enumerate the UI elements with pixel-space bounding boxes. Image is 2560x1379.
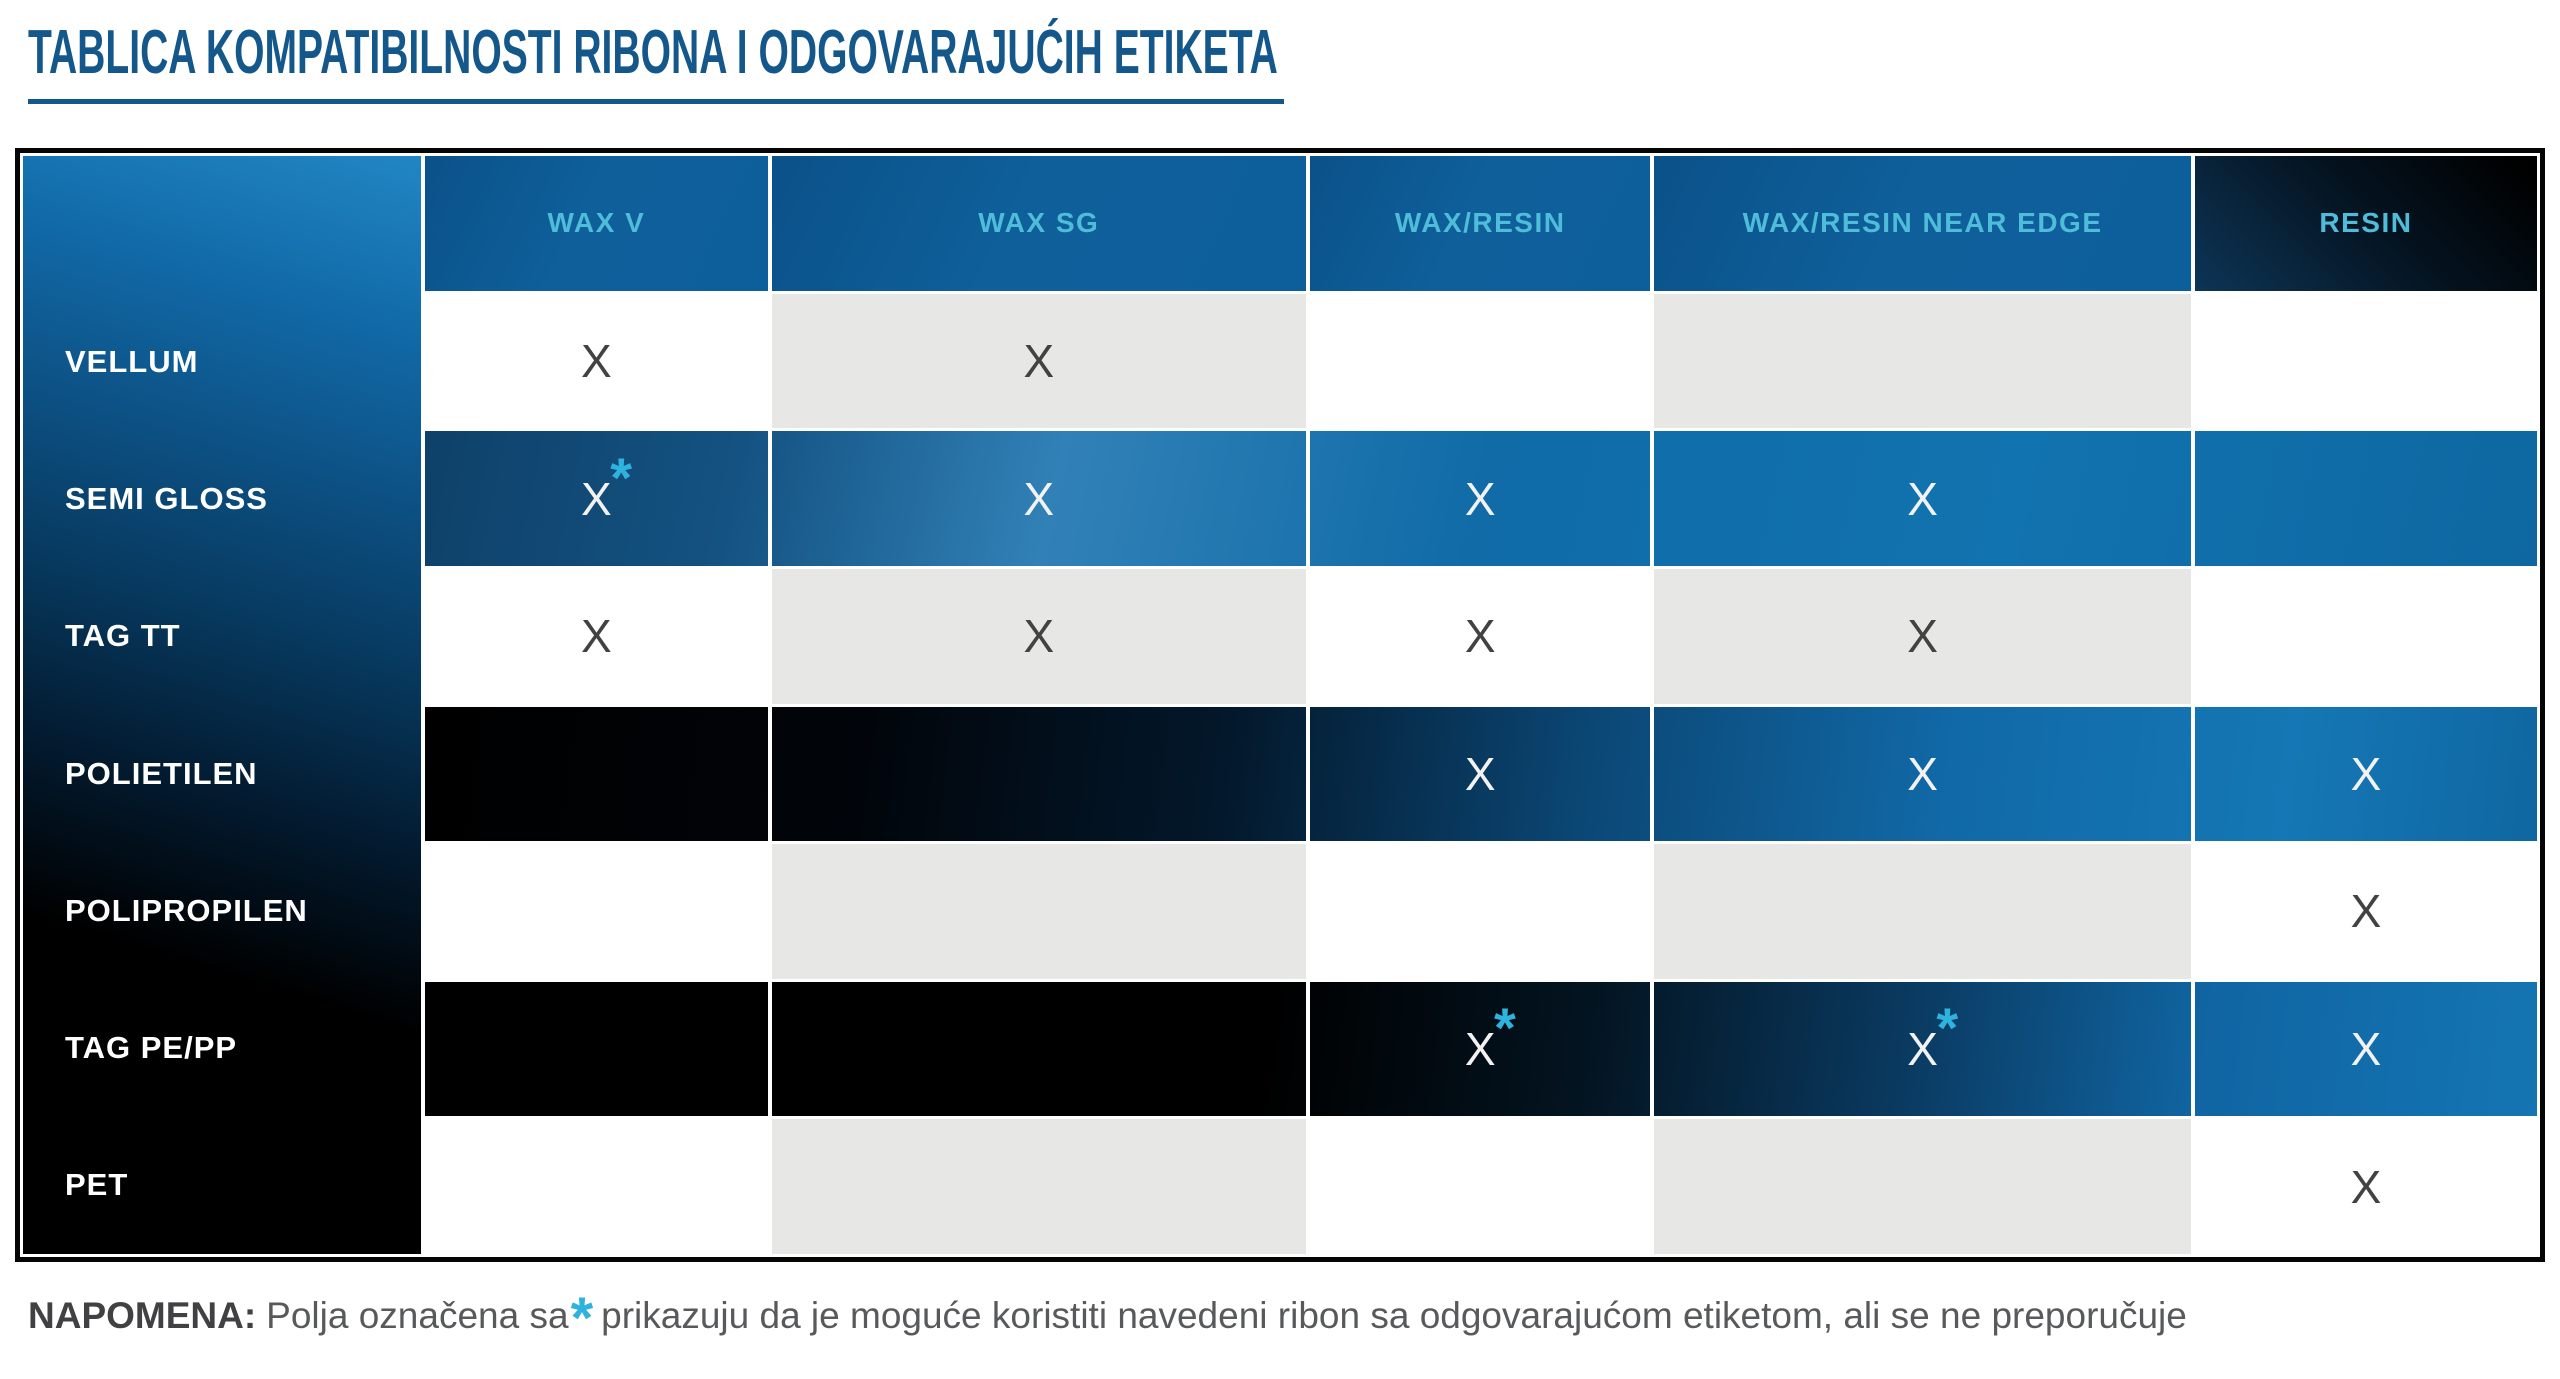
table-body: WAX V WAX SG WAX/RESIN WAX/RESIN NEAR EDGE R… [425, 156, 2537, 1254]
cell-pet-wax-resin-near-edge [1654, 1119, 2195, 1254]
cell-semi-gloss-wax-sg: X [772, 431, 1311, 566]
cell-tag-tt-wax-resin: X [1310, 568, 1655, 704]
compatibility-mark: X [1907, 610, 1938, 663]
cell-polipropilen-wax-resin-near-edge [1654, 844, 2195, 979]
cell-tag-pe-pp-wax-v [425, 981, 772, 1117]
asterisk-icon: * [610, 445, 632, 509]
table-row-polipropilen: X [425, 844, 2537, 982]
column-header-wax-sg: WAX SG [771, 156, 1311, 291]
header-row: WAX V WAX SG WAX/RESIN WAX/RESIN NEAR EDGE R… [425, 156, 2537, 294]
compatibility-mark: X [1023, 472, 1055, 525]
compatibility-mark: X [1023, 334, 1055, 387]
column-header-wax-resin-near-edge: WAX/RESIN NEAR EDGE [1654, 156, 2195, 291]
cell-semi-gloss-wax-resin: X [1310, 431, 1655, 566]
asterisk-icon: * [570, 1286, 594, 1351]
corner-cell [23, 156, 421, 293]
table-row-pet: X [425, 1119, 2537, 1254]
cell-tag-tt-wax-resin-near-edge: X [1654, 568, 2195, 704]
compatibility-mark: X [1023, 610, 1055, 663]
compatibility-mark: X [1464, 472, 1496, 525]
footnote-label: NAPOMENA: [28, 1295, 257, 1336]
compatibility-mark: X [1907, 747, 1938, 800]
row-label-tag-tt: TAG TT [65, 618, 181, 654]
cell-vellum-wax-resin-near-edge [1654, 293, 2195, 429]
cell-tag-tt-resin [2194, 568, 2537, 704]
row-label-semi-gloss: SEMI GLOSS [65, 481, 268, 517]
cell-polipropilen-wax-resin [1310, 844, 1655, 979]
compatibility-mark: X [2350, 885, 2382, 938]
column-header-wax-resin: WAX/RESIN [1310, 156, 1655, 291]
cell-vellum-wax-resin [1310, 293, 1655, 429]
compatibility-mark: X [2350, 1023, 2382, 1076]
row-label-pet: PET [65, 1167, 129, 1203]
compatibility-mark: X [2350, 747, 2382, 800]
compatibility-table: VELLUM SEMI GLOSS TAG TT POLIETILEN POLIPROP… [15, 148, 2545, 1262]
cell-vellum-wax-sg: X [771, 293, 1311, 429]
asterisk-icon: * [1936, 996, 1959, 1060]
page-title-block: TABLICA KOMPATIBILNOSTI RIBONA I ODGOVAR… [28, 18, 1284, 105]
compatibility-mark: X [1464, 610, 1496, 663]
cell-tag-pe-pp-wax-resin: X * [1310, 981, 1655, 1117]
cell-polietilen-resin: X [2195, 707, 2537, 842]
cell-tag-pe-pp-wax-resin-near-edge: X * [1654, 981, 2195, 1117]
table-row-semi-gloss: X * X X X [425, 431, 2537, 569]
row-label-tag-pe-pp: TAG PE/PP [65, 1030, 238, 1066]
footnote-text-after: prikazuju da je moguće koristiti naveden… [601, 1295, 2187, 1336]
cell-pet-wax-v [425, 1119, 772, 1254]
cell-pet-resin: X [2194, 1119, 2537, 1254]
cell-polipropilen-wax-v [425, 844, 772, 979]
cell-tag-pe-pp-wax-sg [772, 981, 1311, 1117]
compatibility-mark: X [2350, 1160, 2382, 1213]
table-row-tag-pe-pp: X * X * X [425, 981, 2537, 1120]
cell-polietilen-wax-resin-near-edge: X [1654, 706, 2195, 842]
row-label-polipropilen: POLIPROPILEN [65, 892, 308, 928]
cell-polipropilen-wax-sg [771, 844, 1311, 979]
cell-semi-gloss-resin [2195, 431, 2537, 566]
cell-pet-wax-resin [1310, 1119, 1655, 1254]
compatibility-mark: X [581, 610, 612, 663]
compatibility-mark: X * [581, 445, 632, 525]
cell-polietilen-wax-sg [772, 706, 1311, 842]
compatibility-mark: X [1464, 747, 1496, 800]
compatibility-mark: X [581, 334, 612, 387]
compatibility-mark: X * [1464, 996, 1516, 1076]
cell-tag-pe-pp-resin: X [2195, 982, 2537, 1117]
cell-polipropilen-resin: X [2194, 844, 2537, 979]
cell-semi-gloss-wax-resin-near-edge: X [1654, 431, 2195, 566]
row-label-polietilen: POLIETILEN [65, 755, 258, 791]
cell-pet-wax-sg [771, 1119, 1311, 1254]
compatibility-mark: X * [1907, 996, 1959, 1076]
compatibility-table-inner: VELLUM SEMI GLOSS TAG TT POLIETILEN POLIPROP… [23, 156, 2537, 1254]
row-label-vellum: VELLUM [65, 343, 199, 379]
page-title: TABLICA KOMPATIBILNOSTI RIBONA I ODGOVAR… [28, 18, 1278, 87]
cell-tag-tt-wax-sg: X [771, 568, 1311, 704]
footnote: NAPOMENA: Polja označena sa* prikazuju da … [28, 1290, 2543, 1348]
compatibility-mark: X [1907, 472, 1938, 525]
cell-tag-tt-wax-v: X [425, 568, 772, 704]
footnote-text-before: Polja označena sa [266, 1295, 569, 1336]
cell-polietilen-wax-v [425, 706, 772, 842]
cell-vellum-wax-v: X [425, 293, 772, 429]
column-header-resin: RESIN [2194, 156, 2537, 291]
column-header-wax-v: WAX V [425, 156, 772, 291]
cell-semi-gloss-wax-v: X * [425, 431, 772, 566]
cell-vellum-resin [2194, 293, 2537, 429]
asterisk-icon: * [1493, 996, 1516, 1060]
row-label-column: VELLUM SEMI GLOSS TAG TT POLIETILEN POLIPROP… [23, 156, 426, 1254]
cell-polietilen-wax-resin: X [1310, 706, 1655, 842]
